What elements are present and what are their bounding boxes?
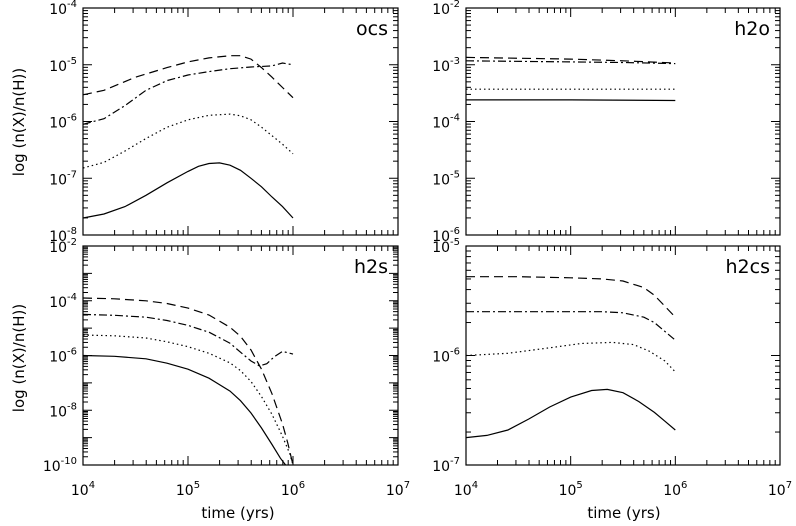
y-tick-label: 10-6: [49, 113, 77, 132]
series-dash-dot: [82, 313, 294, 367]
series-dashed: [82, 297, 294, 466]
series-solid: [466, 99, 676, 102]
series-dashed: [82, 55, 294, 99]
panel-top-right: 10-6 10-5 10-4 10-3 10-2 h2o: [432, 0, 781, 245]
y-tick-label: 10-6: [432, 226, 460, 245]
y-tick-label: 10-6: [432, 347, 460, 366]
x-tick-label: 104: [454, 480, 478, 499]
y-tick-label: 10-3: [432, 56, 460, 75]
plot-frame: [465, 7, 781, 236]
y-tick-label: 10-5: [432, 237, 460, 256]
y-tick-label: 10-2: [432, 0, 460, 18]
series-dash-dot: [465, 60, 676, 65]
y-axis-label-top: log (n(X)/n(H)): [10, 68, 28, 176]
y-tick-label: 10-4: [432, 113, 460, 132]
series-lines: [465, 56, 676, 102]
y-tick-label: 10-8: [49, 226, 77, 245]
series-lines: [82, 55, 294, 219]
series-lines: [82, 297, 294, 466]
panel-title: h2cs: [726, 256, 770, 278]
x-tick-label: 106: [281, 480, 305, 499]
y-tick-label: 10-7: [49, 169, 77, 188]
y-tick-label: 10-10: [43, 456, 77, 475]
x-tick-label: 106: [663, 480, 687, 499]
panel-bottom-right: 10-7 10-6 10-5 104 105 106 107 h2cs: [432, 237, 792, 499]
panel-bottom-left: 10-10 10-8 10-6 10-4 10-2 104 105 106 107 h2s: [43, 237, 410, 499]
y-tick-label: 10-6: [49, 347, 77, 366]
series-lines: [465, 276, 676, 439]
y-tick-label: 10-4: [49, 292, 77, 311]
x-axis-label-left: time (yrs): [201, 504, 274, 522]
x-tick-label: 105: [176, 480, 200, 499]
ticks: [466, 246, 780, 465]
panel-title: ocs: [356, 18, 388, 40]
y-tick-label: 10-5: [432, 169, 460, 188]
x-tick-label: 107: [768, 480, 792, 499]
series-solid: [82, 162, 294, 219]
panel-title: h2o: [734, 18, 770, 40]
y-axis-label-bottom: log (n(X)/n(H)): [10, 304, 28, 412]
panel-title: h2s: [354, 256, 388, 278]
series-dash-dot: [466, 311, 676, 341]
x-tick-label: 105: [559, 480, 583, 499]
series-dash-dot: [82, 62, 294, 125]
x-axis-label-right: time (yrs): [587, 504, 660, 522]
series-dashed: [465, 56, 676, 64]
series-dotted: [465, 341, 676, 373]
y-tick-label: 10-2: [49, 237, 77, 256]
series-dotted: [82, 334, 294, 466]
series-solid: [465, 388, 676, 439]
y-tick-label: 10-5: [49, 56, 77, 75]
plot-frame: [82, 7, 399, 236]
y-tick-label: 10-8: [49, 401, 77, 420]
plot-frame: [465, 245, 781, 466]
x-tick-label: 104: [71, 480, 95, 499]
y-tick-label: 10-7: [432, 456, 460, 475]
x-tick-label: 107: [386, 480, 410, 499]
panels: 10-810-710-610-510-4ocs10-610-510-410-31…: [43, 0, 792, 499]
ticks: [83, 8, 398, 235]
ticks: [83, 246, 398, 465]
series-solid: [82, 354, 287, 466]
series-dotted: [82, 113, 294, 169]
panel-top-left: 10-8 10-7 10-6 10-5 10-4 ocs: [49, 0, 399, 245]
ticks: [466, 8, 780, 235]
plot-frame: [82, 245, 399, 466]
y-tick-label: 10-4: [49, 0, 77, 18]
series-dashed: [466, 276, 676, 318]
